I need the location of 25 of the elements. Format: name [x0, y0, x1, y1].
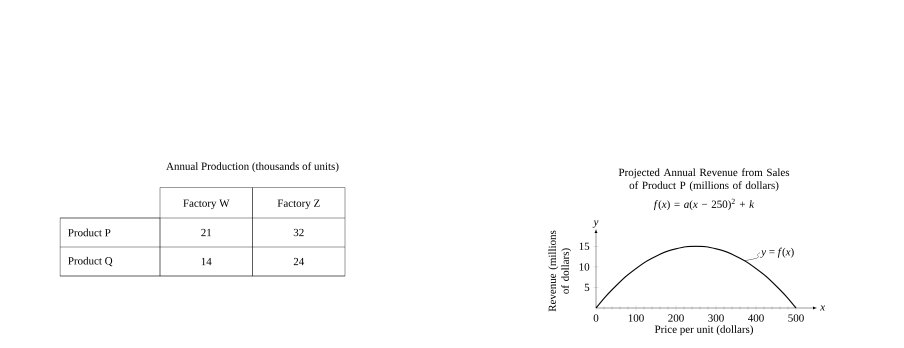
x-axis-title: Price per unit (dollars) [654, 325, 753, 336]
y-tick-label: Product P [68, 228, 110, 236]
x-tick-label: Factory Z [278, 200, 320, 210]
x-tick-label: 0 [594, 314, 598, 322]
text: y [592, 220, 598, 228]
data-label: 14 [202, 258, 212, 266]
chart-title: Projected Annual Revenue from Sales of Product P (millions of dollars) [618, 168, 790, 192]
x-tick-label: 500 [788, 314, 804, 322]
annotation: y = f(x) [760, 248, 794, 258]
data-label: 24 [294, 258, 304, 266]
chart-title: Annual Production (thousands of units) [166, 162, 338, 172]
text: f(x) = a(x − 250)$^{2}$ + k [654, 198, 754, 210]
y-axis-title: Revenue (millions of dollars) [548, 230, 572, 312]
y-tick-label: 10 [580, 263, 590, 271]
x-tick-label: 300 [708, 314, 724, 322]
y-tick-label: 15 [580, 242, 590, 250]
x-tick-label: Factory W [183, 200, 230, 210]
x-tick-label: 400 [748, 314, 764, 322]
data-label: 32 [294, 228, 304, 236]
y-tick-label: Product Q [68, 256, 112, 266]
x-tick-label: 100 [628, 314, 644, 322]
data-label: 21 [201, 228, 212, 236]
x-tick-label: 200 [668, 314, 684, 322]
text: x [820, 305, 825, 311]
y-tick-label: 5 [584, 284, 590, 292]
